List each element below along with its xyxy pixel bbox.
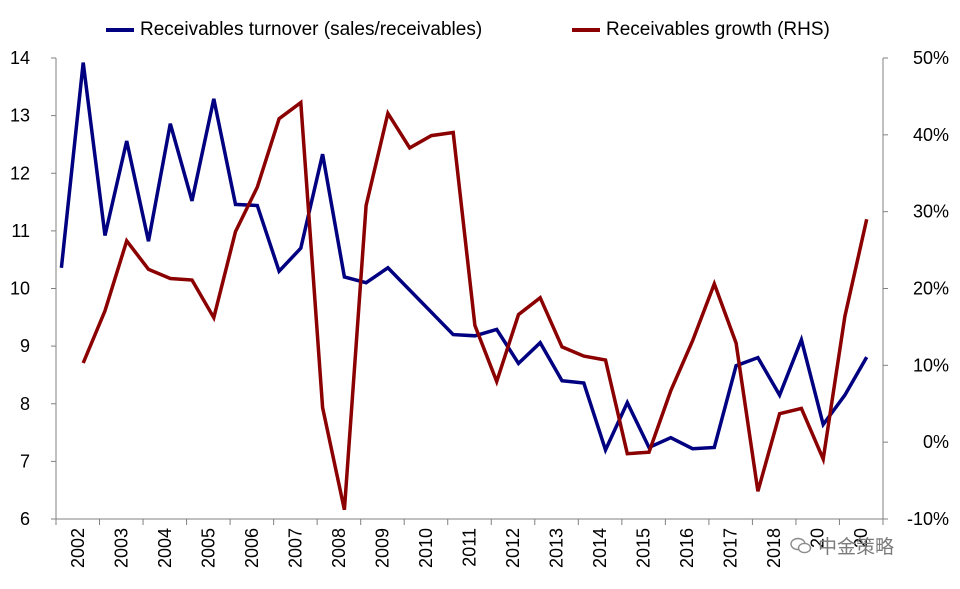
right-axis-tick-label: 10%: [913, 355, 949, 375]
legend-swatch-growth: [572, 28, 600, 32]
left-axis-tick-label: 8: [20, 394, 30, 414]
x-axis-tick-label: 2010: [416, 528, 436, 568]
left-axis-tick-label: 12: [10, 163, 30, 183]
legend-swatch-turnover: [106, 28, 134, 32]
right-axis-tick-label: 20%: [913, 279, 949, 299]
legend-label-growth: Receivables growth (RHS): [606, 19, 830, 40]
x-axis-tick-label: 2012: [503, 528, 523, 568]
x-axis-tick-label: 2006: [242, 528, 262, 568]
left-axis-tick-label: 6: [20, 509, 30, 529]
left-axis-tick-label: 14: [10, 48, 30, 68]
x-axis-tick-label: 2015: [634, 528, 654, 568]
x-axis-tick-label: 20: [808, 528, 828, 548]
left-axis-tick-label: 9: [20, 336, 30, 356]
series-lines: [59, 62, 869, 511]
legend-label-turnover: Receivables turnover (sales/receivables): [140, 19, 483, 40]
right-axis-tick-label: 30%: [913, 202, 949, 222]
watermark: 中金策略: [790, 532, 894, 559]
x-axis-tick-label: 2005: [198, 528, 218, 568]
x-axis-tick-label: 2016: [677, 528, 697, 568]
x-axis-tick-label: 2008: [329, 528, 349, 568]
x-axis-tick-label: 20: [851, 528, 871, 548]
watermark-text: 中金策略: [818, 537, 895, 558]
right-axis-tick-label: -10%: [907, 509, 949, 529]
x-axis-tick-label: 2003: [111, 528, 131, 568]
right-axis-tick-label: 0%: [923, 432, 949, 452]
x-axis-tick-label: 2009: [372, 528, 392, 568]
x-axis-tick-label: 2013: [547, 528, 567, 568]
left-axis-tick-label: 13: [10, 106, 30, 126]
left-axis-tick-label: 7: [20, 451, 30, 471]
x-axis-tick-label: 2011: [460, 528, 480, 567]
x-axis-tick-label: 2018: [764, 528, 784, 568]
x-axis-tick-label: 2004: [155, 528, 175, 568]
series-line-receivables-growth: [81, 99, 869, 511]
legend-item-growth: Receivables growth (RHS): [572, 18, 830, 42]
series-line-receivables-turnover: [59, 62, 869, 455]
right-axis-tick-label: 40%: [913, 125, 949, 145]
x-axis-tick-label: 2007: [285, 528, 305, 568]
wechat-icon: [790, 537, 812, 553]
tick-labels: 6 7 8 9 10 11 12 13 14 -10% 0% 10% 20% 30% 40% 50% 2002 2…: [10, 48, 949, 568]
x-axis-tick-label: 2014: [590, 528, 610, 568]
x-axis-tick-label: 2017: [721, 528, 741, 568]
x-axis-tick-label: 2002: [68, 528, 88, 568]
legend-item-turnover: Receivables turnover (sales/receivables): [106, 18, 482, 42]
left-axis-tick-label: 11: [11, 221, 30, 241]
right-axis-tick-label: 50%: [913, 48, 949, 68]
left-axis-tick-label: 10: [10, 279, 30, 299]
axis-ticks: [51, 57, 888, 525]
